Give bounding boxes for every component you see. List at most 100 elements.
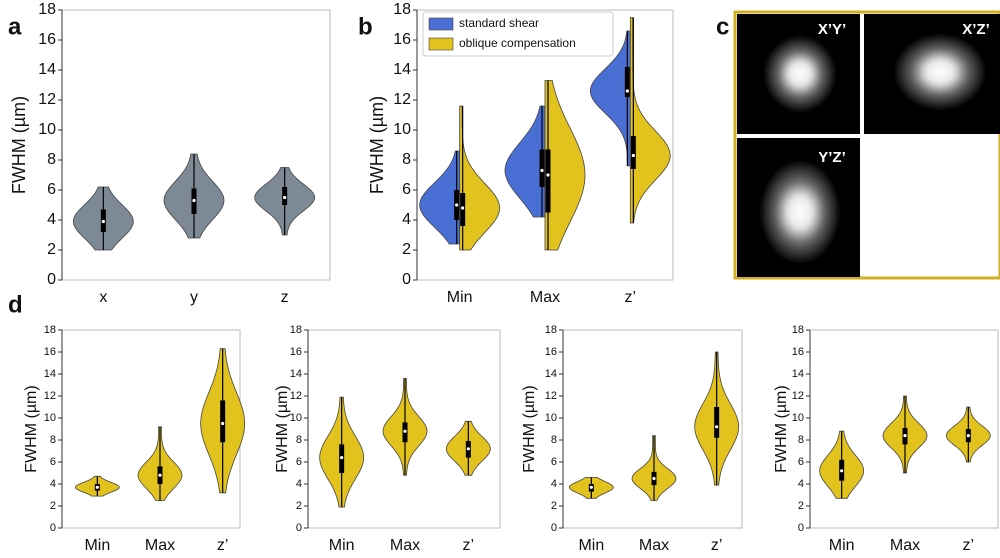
y-tick-label: 2 xyxy=(47,241,56,258)
legend-swatch xyxy=(429,38,453,50)
median xyxy=(221,422,224,425)
y-tick-label: 16 xyxy=(44,346,56,358)
y-tick-label: 18 xyxy=(792,324,804,336)
y-tick-label: 16 xyxy=(393,31,411,48)
y-tick-label: 4 xyxy=(47,211,56,228)
violin-body xyxy=(630,18,670,224)
x-tick-label: Min xyxy=(329,537,355,554)
violin-body xyxy=(545,81,585,251)
y-tick-label: 10 xyxy=(44,412,56,424)
y-tick-label: 16 xyxy=(545,346,557,358)
y-tick-label: 4 xyxy=(50,478,56,490)
y-tick-label: 18 xyxy=(38,1,56,18)
y-tick-label: 16 xyxy=(38,31,56,48)
median xyxy=(840,469,843,472)
y-tick-label: 8 xyxy=(551,434,557,446)
median xyxy=(590,486,593,489)
y-tick-label: 12 xyxy=(290,390,302,402)
y-tick-label: 12 xyxy=(38,91,56,108)
x-tick-label: Min xyxy=(829,537,855,554)
image-label: X’Y’ xyxy=(818,21,846,38)
y-tick-label: 4 xyxy=(798,478,804,490)
y-tick-label: 12 xyxy=(792,390,804,402)
x-tick-label: x xyxy=(99,289,107,306)
median xyxy=(158,474,161,477)
x-tick-label: Max xyxy=(390,537,420,554)
x-tick-label: Max xyxy=(145,537,175,554)
y-tick-label: 14 xyxy=(792,368,804,380)
x-tick-label: Max xyxy=(890,537,920,554)
median xyxy=(96,486,99,489)
y-tick-label: 6 xyxy=(47,181,56,198)
median xyxy=(546,173,549,176)
psf-blob xyxy=(760,160,840,264)
y-tick-label: 10 xyxy=(290,412,302,424)
y-tick-label: 0 xyxy=(50,522,56,534)
y-tick-label: 10 xyxy=(38,121,56,138)
iqr-box xyxy=(220,400,225,442)
y-tick-label: 12 xyxy=(44,390,56,402)
iqr-box xyxy=(546,150,551,213)
median xyxy=(283,196,286,199)
y-tick-label: 16 xyxy=(290,346,302,358)
median xyxy=(403,430,406,433)
y-tick-label: 4 xyxy=(402,211,411,228)
y-tick-label: 0 xyxy=(47,271,56,288)
y-axis-label: FWHM (µm) xyxy=(773,385,790,472)
y-tick-label: 8 xyxy=(50,434,56,446)
x-tick-label: z’ xyxy=(625,289,637,306)
median xyxy=(455,203,458,206)
y-tick-label: 18 xyxy=(393,1,411,18)
x-tick-label: y xyxy=(190,289,198,306)
violin-body xyxy=(460,106,500,250)
iqr-box xyxy=(631,136,636,169)
y-tick-label: 18 xyxy=(290,324,302,336)
y-tick-label: 8 xyxy=(798,434,804,446)
y-tick-label: 10 xyxy=(545,412,557,424)
y-tick-label: 14 xyxy=(290,368,302,380)
legend-label: standard shear xyxy=(459,16,539,30)
y-tick-label: 18 xyxy=(545,324,557,336)
y-tick-label: 18 xyxy=(44,324,56,336)
psf-blob xyxy=(894,34,986,110)
psf-blob xyxy=(764,36,836,112)
y-axis-label: FWHM (µm) xyxy=(274,385,291,472)
legend-label: oblique compensation xyxy=(459,36,576,50)
y-tick-label: 4 xyxy=(296,478,302,490)
median xyxy=(626,89,629,92)
median xyxy=(340,456,343,459)
iqr-box xyxy=(714,407,719,438)
x-tick-label: z’ xyxy=(463,537,475,554)
y-tick-label: 2 xyxy=(551,500,557,512)
y-axis-label: FWHM (µm) xyxy=(367,96,387,194)
y-tick-label: 0 xyxy=(402,271,411,288)
image-panel: X’Y’ X’Z’ Y’Z’ xyxy=(735,12,1000,278)
y-tick-label: 4 xyxy=(551,478,557,490)
median xyxy=(652,477,655,480)
y-tick-label: 6 xyxy=(296,456,302,468)
x-tick-label: z’ xyxy=(963,537,975,554)
median xyxy=(467,447,470,450)
y-tick-label: 14 xyxy=(38,61,56,78)
x-tick-label: Min xyxy=(578,537,604,554)
x-tick-label: Max xyxy=(639,537,669,554)
y-tick-label: 6 xyxy=(798,456,804,468)
y-tick-label: 10 xyxy=(792,412,804,424)
panel-label: a xyxy=(8,13,22,40)
panel-label: c xyxy=(716,13,729,40)
y-tick-label: 12 xyxy=(393,91,411,108)
violin-body xyxy=(420,151,460,244)
y-tick-label: 10 xyxy=(393,121,411,138)
panel-label: d xyxy=(8,291,23,318)
y-tick-label: 14 xyxy=(545,368,557,380)
median xyxy=(461,206,464,209)
y-tick-label: 14 xyxy=(44,368,56,380)
y-tick-label: 0 xyxy=(798,522,804,534)
page: a b c d X’Y’ X’Z’ Y’Z’ 024681012141618FW… xyxy=(0,0,1000,558)
y-tick-label: 6 xyxy=(50,456,56,468)
median xyxy=(192,199,195,202)
